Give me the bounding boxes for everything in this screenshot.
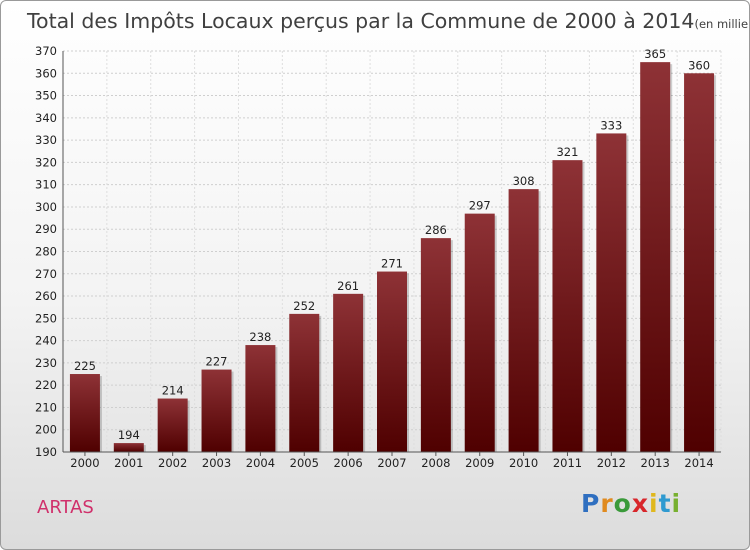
y-tick-label: 200 [35,423,57,437]
logo-letter: r [600,489,614,518]
logo-letter: o [613,489,632,518]
value-label: 227 [206,355,228,369]
bar-2005 [289,313,320,452]
x-tick-label: 2012 [597,456,626,470]
y-tick-label: 280 [35,245,57,259]
y-tick-label: 260 [35,289,57,303]
x-tick-label: 2001 [114,456,143,470]
y-tick-label: 190 [35,445,57,459]
x-tick-label: 2007 [377,456,406,470]
x-tick-label: 2004 [246,456,275,470]
bar-2011 [552,160,583,452]
y-tick-label: 320 [35,155,57,169]
y-tick-label: 220 [35,378,57,392]
y-tick-label: 270 [35,267,57,281]
x-axis: 2000 2001 2002 2003 2004 2005 2006 2007 2008 2009… [63,451,721,470]
value-label: 238 [249,330,271,344]
value-label: 252 [293,299,315,313]
value-label: 286 [425,223,447,237]
x-tick-label: 2008 [421,456,450,470]
bars: 225 194 214 227 238 252 261 271 286 297 308 321 333 3… [69,47,717,453]
x-tick-label: 2010 [509,456,538,470]
logo-letter: x [631,489,649,518]
value-label: 271 [381,257,403,271]
y-tick-label: 290 [35,222,57,236]
value-label: 214 [162,384,184,398]
value-label: 194 [118,428,140,442]
logo-letter: t [658,489,672,518]
y-tick-label: 340 [35,111,57,125]
y-tick-label: 350 [35,89,57,103]
value-label: 225 [74,359,96,373]
commune-name: ARTAS [37,497,94,518]
y-tick-label: 360 [35,66,57,80]
value-label: 365 [644,47,666,61]
bar-2000 [69,374,100,452]
logo-letter: i [671,489,682,518]
value-label: 321 [556,145,578,159]
y-tick-label: 330 [35,133,57,147]
x-tick-label: 2013 [641,456,670,470]
bar-2004 [245,345,276,452]
value-label: 360 [688,58,710,72]
value-label: 297 [469,199,491,213]
x-tick-label: 2003 [202,456,231,470]
x-tick-label: 2011 [553,456,582,470]
bar-2007 [377,271,407,452]
y-axis: 190 200 210 220 230 240 250 260 270 280 290 300 310 3… [35,44,64,459]
y-tick-label: 250 [35,311,57,325]
logo-letter: i [649,489,659,518]
bar-2008 [420,238,451,452]
bar-2006 [333,293,364,452]
y-tick-label: 210 [35,400,57,414]
proxiti-logo[interactable]: Proxiti [581,489,681,518]
logo-letter: P [581,489,601,518]
x-tick-label: 2009 [465,456,494,470]
bar-2012 [596,133,627,452]
bar-2010 [508,189,539,452]
bar-2009 [464,213,495,452]
bar-2003 [201,369,232,452]
x-tick-label: 2005 [290,456,319,470]
bar-2013 [640,62,671,453]
value-label: 261 [337,279,359,293]
y-tick-label: 370 [35,44,57,58]
chart-title-unit: (en milliers d'€) [694,17,750,31]
y-tick-label: 310 [35,178,57,192]
x-tick-label: 2006 [333,456,362,470]
chart-title-main: Total des Impôts Locaux perçus par la Co… [26,9,694,33]
y-tick-label: 240 [35,334,57,348]
y-tick-label: 230 [35,356,57,370]
chart-title: Total des Impôts Locaux perçus par la Co… [26,9,750,33]
y-tick-label: 300 [35,200,57,214]
bar-2002 [157,398,188,452]
x-tick-label: 2014 [684,456,713,470]
bar-2014 [684,73,715,453]
value-label: 308 [513,174,535,188]
x-tick-label: 2002 [158,456,187,470]
x-tick-label: 2000 [70,456,99,470]
bar-2001 [113,443,144,452]
value-label: 333 [600,118,622,132]
